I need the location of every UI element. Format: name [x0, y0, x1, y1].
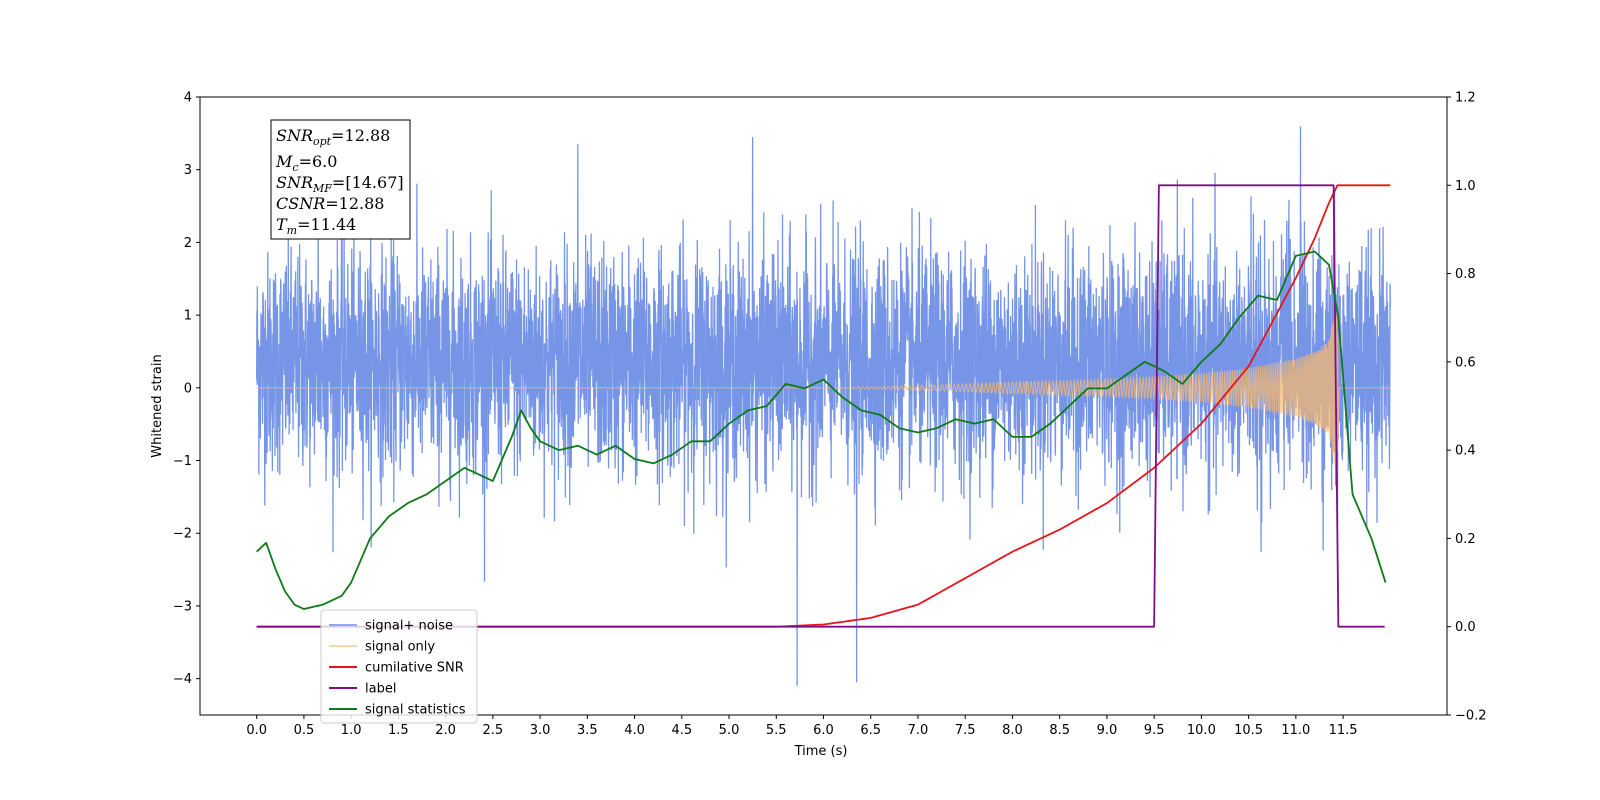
- x-tick-label: 1.5: [388, 723, 409, 738]
- x-tick-label: 9.0: [1097, 723, 1118, 738]
- legend-item-signal-only: signal only: [329, 640, 435, 655]
- y-left-tick-label: 3: [184, 163, 192, 178]
- legend-item-signal-noise: signal+ noise: [329, 619, 453, 634]
- x-tick-label: 11.0: [1281, 723, 1310, 738]
- series-label: [256, 184, 1385, 628]
- x-tick-label: 3.5: [577, 723, 598, 738]
- annotation-csnr: CSNR=12.88: [276, 194, 384, 213]
- legend-label: signal only: [365, 640, 435, 655]
- x-tick-label: 11.5: [1329, 723, 1358, 738]
- x-tick-label: 3.0: [530, 723, 551, 738]
- y-axis-right: 1.2 1.0 0.8 0.6 0.4 0.2 0.0 −0.2: [1447, 91, 1487, 724]
- series-signal-statistics: [256, 250, 1387, 610]
- x-tick-label: 5.5: [766, 723, 787, 738]
- x-tick-label: 2.5: [483, 723, 504, 738]
- legend-label: signal statistics: [365, 703, 466, 718]
- y-left-tick-label: 4: [184, 91, 192, 106]
- x-axis-label: Time (s): [794, 744, 848, 759]
- x-tick-label: 0.5: [294, 723, 315, 738]
- x-tick-label: 1.0: [341, 723, 362, 738]
- legend-frame: [320, 609, 478, 724]
- y-right-tick-label: 0.8: [1455, 267, 1476, 282]
- y-left-tick-label: −1: [173, 454, 192, 469]
- x-axis: 0.0 0.5 1.0 1.5 2.0 2.5 3.0 3.5 4.0 4.5 5.0 5.5 6.0 6…: [246, 715, 1358, 738]
- y-right-tick-label: 0.4: [1455, 444, 1476, 459]
- y-axis-label: Whitened strain: [150, 354, 165, 457]
- series-signal-only: [256, 306, 1391, 474]
- legend-item-label: label: [329, 682, 396, 697]
- legend-label: label: [365, 682, 396, 697]
- x-tick-label: 7.5: [955, 723, 976, 738]
- annotation-snr-opt: SNRopt=12.88: [276, 126, 390, 148]
- y-left-tick-label: −3: [173, 599, 192, 614]
- y-left-tick-label: −4: [173, 672, 192, 687]
- annotation-snr-mf: SNRMF=[14.67]: [276, 173, 404, 195]
- annotation-box: SNRopt=12.88 Mc=6.0 SNRMF=[14.67] CSNR=1…: [270, 119, 411, 240]
- y-right-tick-label: −0.2: [1455, 709, 1487, 724]
- legend-item-cumilative-snr: cumilative SNR: [329, 661, 464, 676]
- legend-label: cumilative SNR: [365, 661, 464, 676]
- series-signal-noise: [256, 126, 1391, 686]
- y-axis-left: 4 3 2 1 0 −1 −2 −3 −4: [173, 91, 200, 687]
- x-tick-label: 4.0: [624, 723, 645, 738]
- legend: signal+ noise signal only cumilative SNR la…: [320, 609, 478, 724]
- x-tick-label: 6.5: [860, 723, 881, 738]
- y-right-tick-label: 1.2: [1455, 91, 1476, 106]
- x-tick-label: 9.5: [1144, 723, 1165, 738]
- y-left-tick-label: 1: [184, 309, 192, 324]
- x-tick-label: 2.0: [435, 723, 456, 738]
- y-left-tick-label: 0: [184, 381, 192, 396]
- y-right-tick-label: 0.6: [1455, 355, 1476, 370]
- annotation-tm: Tm=11.44: [276, 215, 356, 237]
- x-tick-label: 6.0: [813, 723, 834, 738]
- y-right-tick-label: 0.0: [1455, 620, 1476, 635]
- y-right-tick-label: 0.2: [1455, 532, 1476, 547]
- x-tick-label: 8.0: [1002, 723, 1023, 738]
- annotation-frame: [270, 119, 411, 240]
- x-tick-label: 7.0: [908, 723, 929, 738]
- legend-label: signal+ noise: [365, 619, 453, 634]
- y-right-tick-label: 1.0: [1455, 179, 1476, 194]
- x-tick-label: 0.0: [246, 723, 267, 738]
- x-tick-label: 10.0: [1187, 723, 1216, 738]
- annotation-mc: Mc=6.0: [275, 152, 337, 174]
- legend-item-signal-statistics: signal statistics: [329, 703, 466, 718]
- y-left-tick-label: 2: [184, 236, 192, 251]
- x-tick-label: 4.5: [671, 723, 692, 738]
- y-left-tick-label: −2: [173, 527, 192, 542]
- x-tick-label: 5.0: [719, 723, 740, 738]
- x-tick-label: 8.5: [1049, 723, 1070, 738]
- x-tick-label: 10.5: [1234, 723, 1263, 738]
